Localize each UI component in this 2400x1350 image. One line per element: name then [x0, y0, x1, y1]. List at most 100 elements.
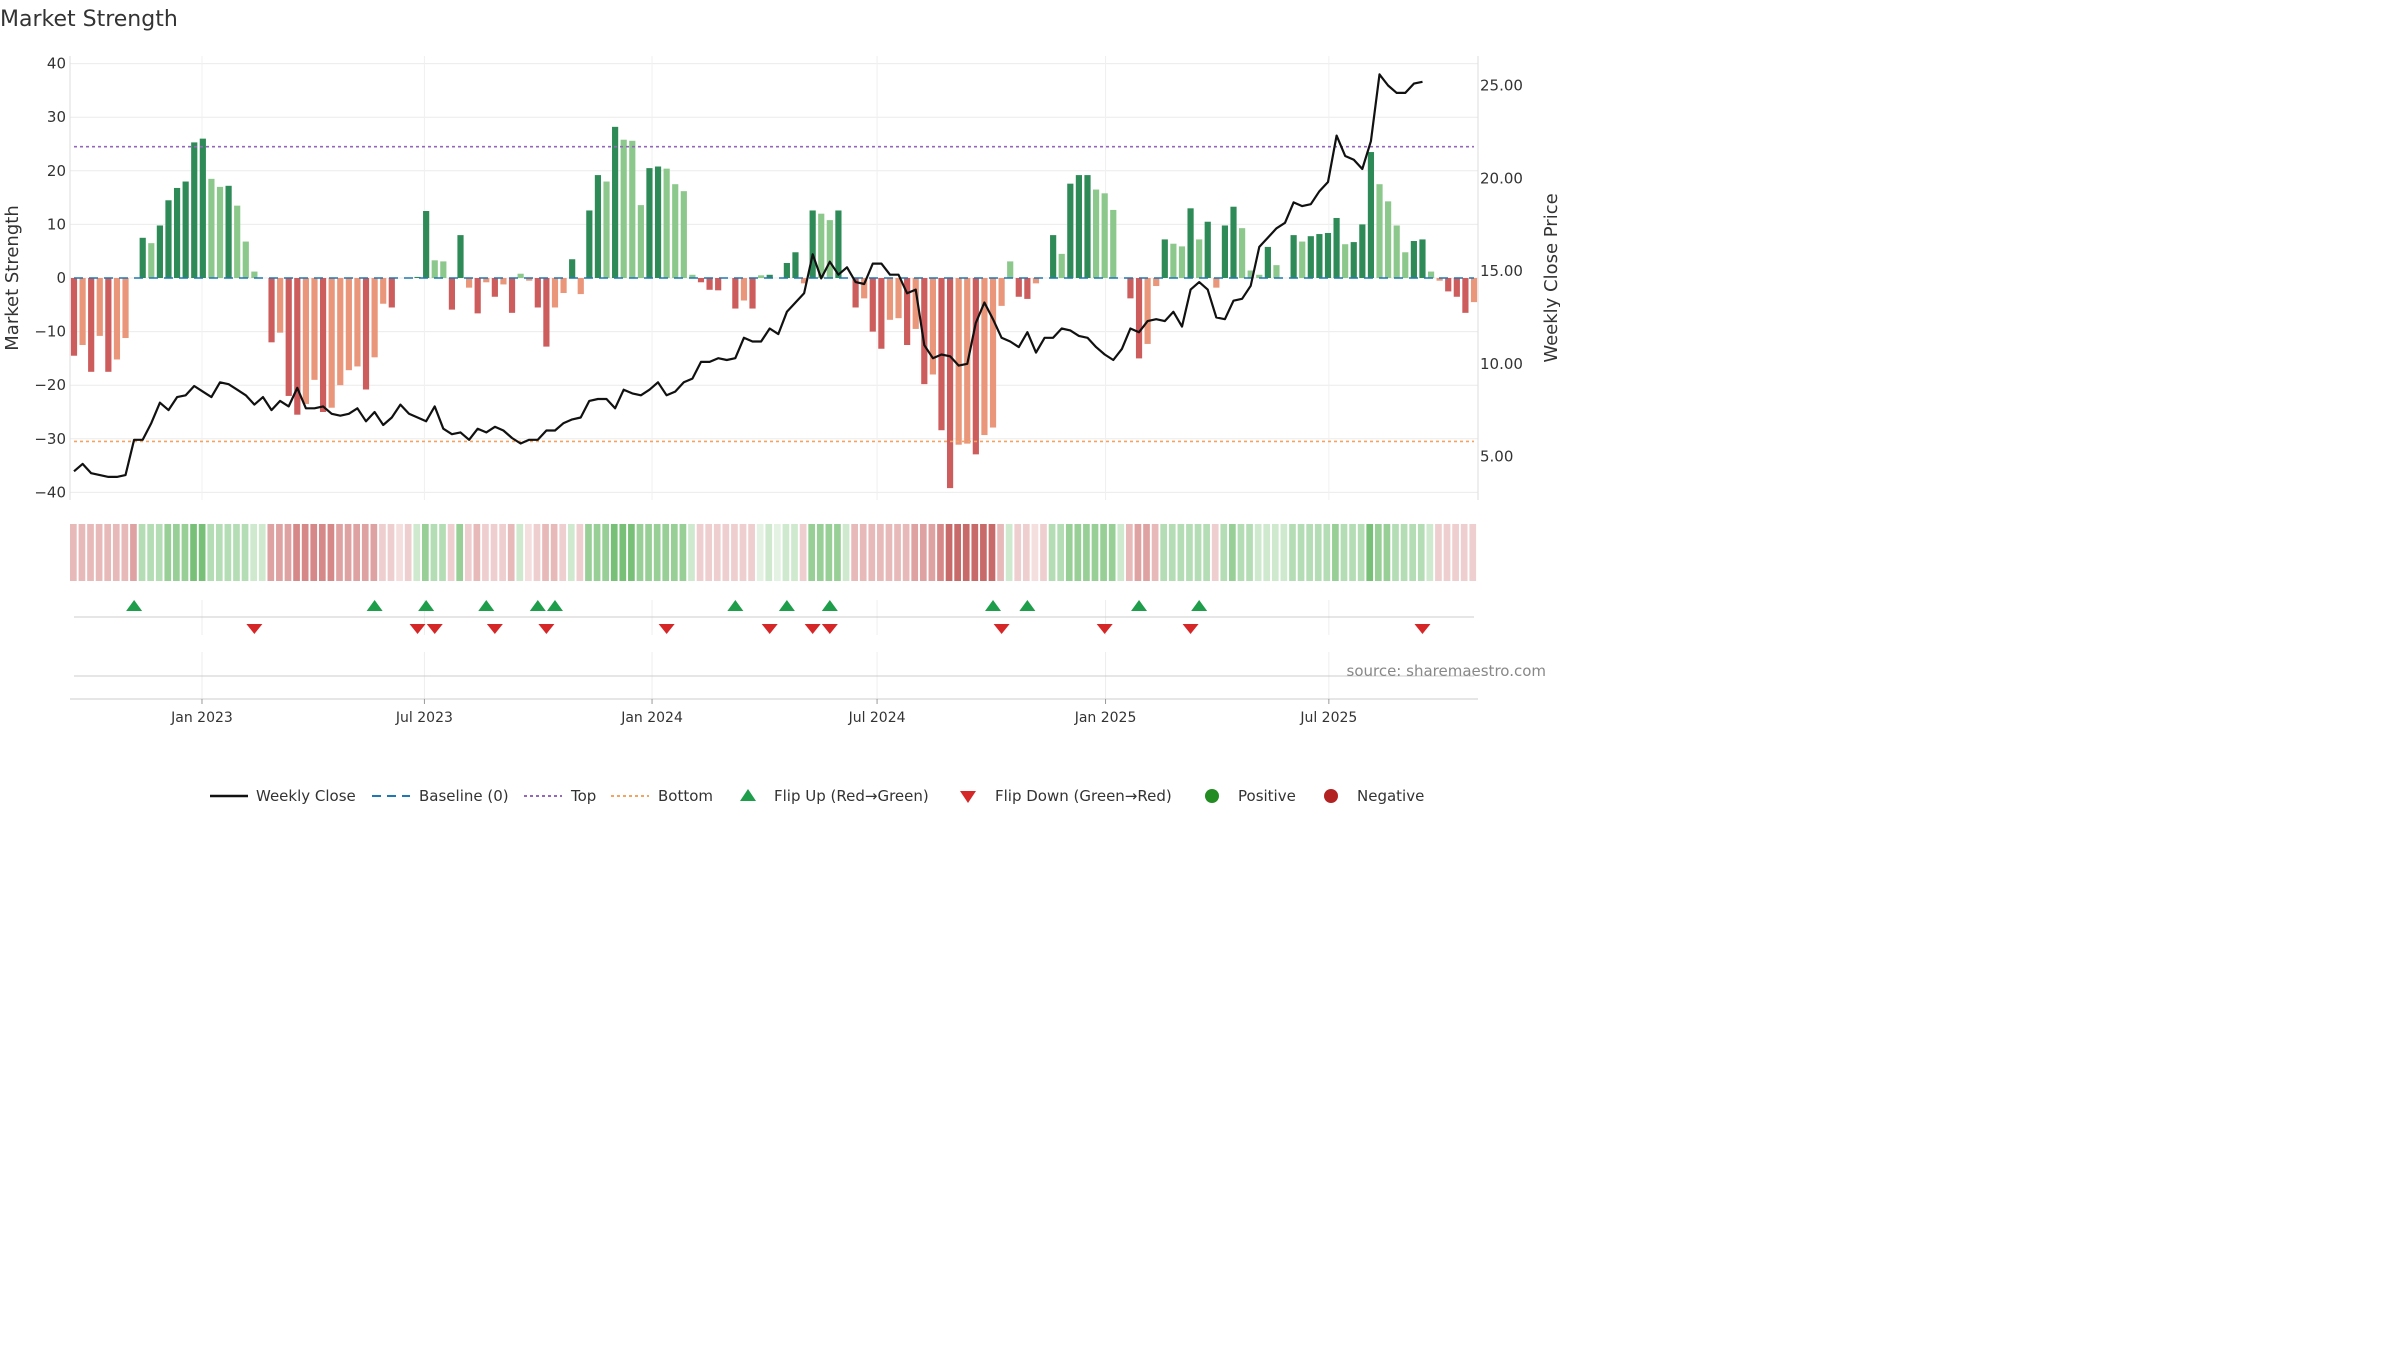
strength-bar-positive	[826, 220, 833, 278]
strip-cell	[284, 524, 292, 581]
strength-bar-negative	[1213, 278, 1220, 288]
strength-bar-negative	[388, 278, 395, 308]
strip-cell	[688, 524, 695, 581]
strip-cell	[147, 524, 154, 581]
strength-bar-positive	[1419, 239, 1426, 278]
strip-cell	[653, 524, 661, 581]
strength-bar-positive	[1187, 208, 1194, 278]
y-axis-label-right: Weekly Close Price	[1541, 193, 1560, 362]
flip-up-marker-icon	[985, 600, 1002, 611]
strip-cell	[593, 524, 601, 581]
strip-cell	[679, 524, 687, 581]
strength-bar-positive	[156, 225, 163, 278]
strip-cell	[542, 524, 549, 581]
y-tick-left: 30	[47, 108, 66, 126]
strip-cell	[155, 524, 163, 581]
strength-bar-positive	[1101, 193, 1108, 278]
strip-cell	[1400, 524, 1408, 581]
strip-cell	[576, 524, 584, 581]
legend-swatch-negative-icon	[1324, 789, 1338, 803]
strength-bar-positive	[242, 241, 249, 278]
strength-bar-positive	[620, 139, 627, 278]
strength-bar-negative	[508, 278, 516, 313]
strength-bar-positive	[216, 186, 224, 278]
strength-bar-positive	[234, 205, 241, 278]
strength-bar-positive	[139, 237, 146, 278]
strength-bar-positive	[1350, 242, 1357, 278]
strength-bar-positive	[1359, 224, 1366, 278]
strip-cell	[396, 524, 403, 581]
strip-cell	[816, 524, 824, 581]
strip-cell	[1168, 524, 1176, 581]
strength-bar-positive	[148, 243, 155, 278]
flip-down-marker-icon	[658, 624, 675, 634]
strength-bar-negative	[989, 278, 997, 428]
strip-cell	[258, 524, 266, 581]
strength-bar-negative	[749, 278, 756, 309]
flip-markers-panel	[70, 600, 1478, 700]
strength-bar-negative	[474, 278, 481, 314]
strip-cell	[422, 524, 429, 581]
strip-cell	[954, 524, 961, 581]
strip-cell	[997, 524, 1004, 581]
strength-bar-negative	[1032, 278, 1040, 284]
strip-cell	[87, 524, 94, 581]
flip-down-marker-icon	[426, 624, 443, 634]
flip-up-marker-icon	[529, 600, 546, 611]
legend-swatch-positive-icon	[1205, 789, 1219, 803]
strip-cell	[945, 524, 953, 581]
strip-cell	[1357, 524, 1365, 581]
y-tick-left: −40	[34, 483, 66, 501]
strength-bar-positive	[182, 181, 189, 278]
strip-cell	[748, 524, 755, 581]
strip-cell	[1349, 524, 1356, 581]
strip-cell	[928, 524, 936, 581]
strength-bar-positive	[766, 274, 773, 278]
flip-down-marker-icon	[804, 624, 821, 634]
strength-bar-negative	[946, 278, 954, 489]
strength-bar-positive	[1161, 239, 1168, 278]
strength-bar-negative	[311, 278, 318, 380]
strip-cell	[1014, 524, 1022, 581]
strip-cell	[276, 524, 283, 581]
flip-up-marker-icon	[821, 600, 838, 611]
strip-cell	[988, 524, 996, 581]
strip-cell	[121, 524, 129, 581]
strength-bar-positive	[672, 184, 679, 278]
strength-bar-positive	[1376, 184, 1383, 278]
strip-cell	[353, 524, 361, 581]
strength-bar-negative	[921, 278, 928, 385]
strip-cell	[447, 524, 455, 581]
strength-bar-negative	[551, 278, 559, 308]
strength-bar-negative	[1445, 278, 1452, 292]
strip-cell	[267, 524, 275, 581]
strip-cell	[250, 524, 257, 581]
legend-swatch-flip-up-icon	[740, 789, 756, 801]
strip-cell	[1108, 524, 1116, 581]
strength-bar-negative	[1015, 278, 1022, 297]
strength-bar-positive	[818, 213, 825, 278]
strip-cell	[602, 524, 609, 581]
strength-bar-positive	[1410, 241, 1417, 278]
strength-bar-negative	[362, 278, 370, 390]
strip-cell	[456, 524, 464, 581]
legend-label-weekly-close: Weekly Close	[256, 787, 356, 805]
strength-bar-positive	[1393, 225, 1400, 278]
x-tick-label: Jul 2023	[395, 710, 453, 726]
strip-cell	[379, 524, 386, 581]
strength-bar-negative	[895, 278, 902, 319]
strength-bar-negative	[1462, 278, 1469, 313]
flip-up-marker-icon	[478, 600, 495, 611]
strength-bar-positive	[689, 274, 696, 278]
strength-bar-negative	[706, 278, 713, 290]
strength-bar-positive	[1333, 217, 1340, 278]
strength-bar-positive	[1239, 228, 1246, 278]
strip-cell	[1366, 524, 1374, 581]
strength-bar-positive	[1196, 239, 1203, 278]
strip-cell	[1323, 524, 1331, 581]
strip-cell	[490, 524, 498, 581]
strength-bar-positive	[1075, 175, 1082, 278]
legend-label-top: Top	[570, 787, 596, 805]
strip-cell	[1100, 524, 1107, 581]
strength-bar-negative	[981, 278, 988, 436]
